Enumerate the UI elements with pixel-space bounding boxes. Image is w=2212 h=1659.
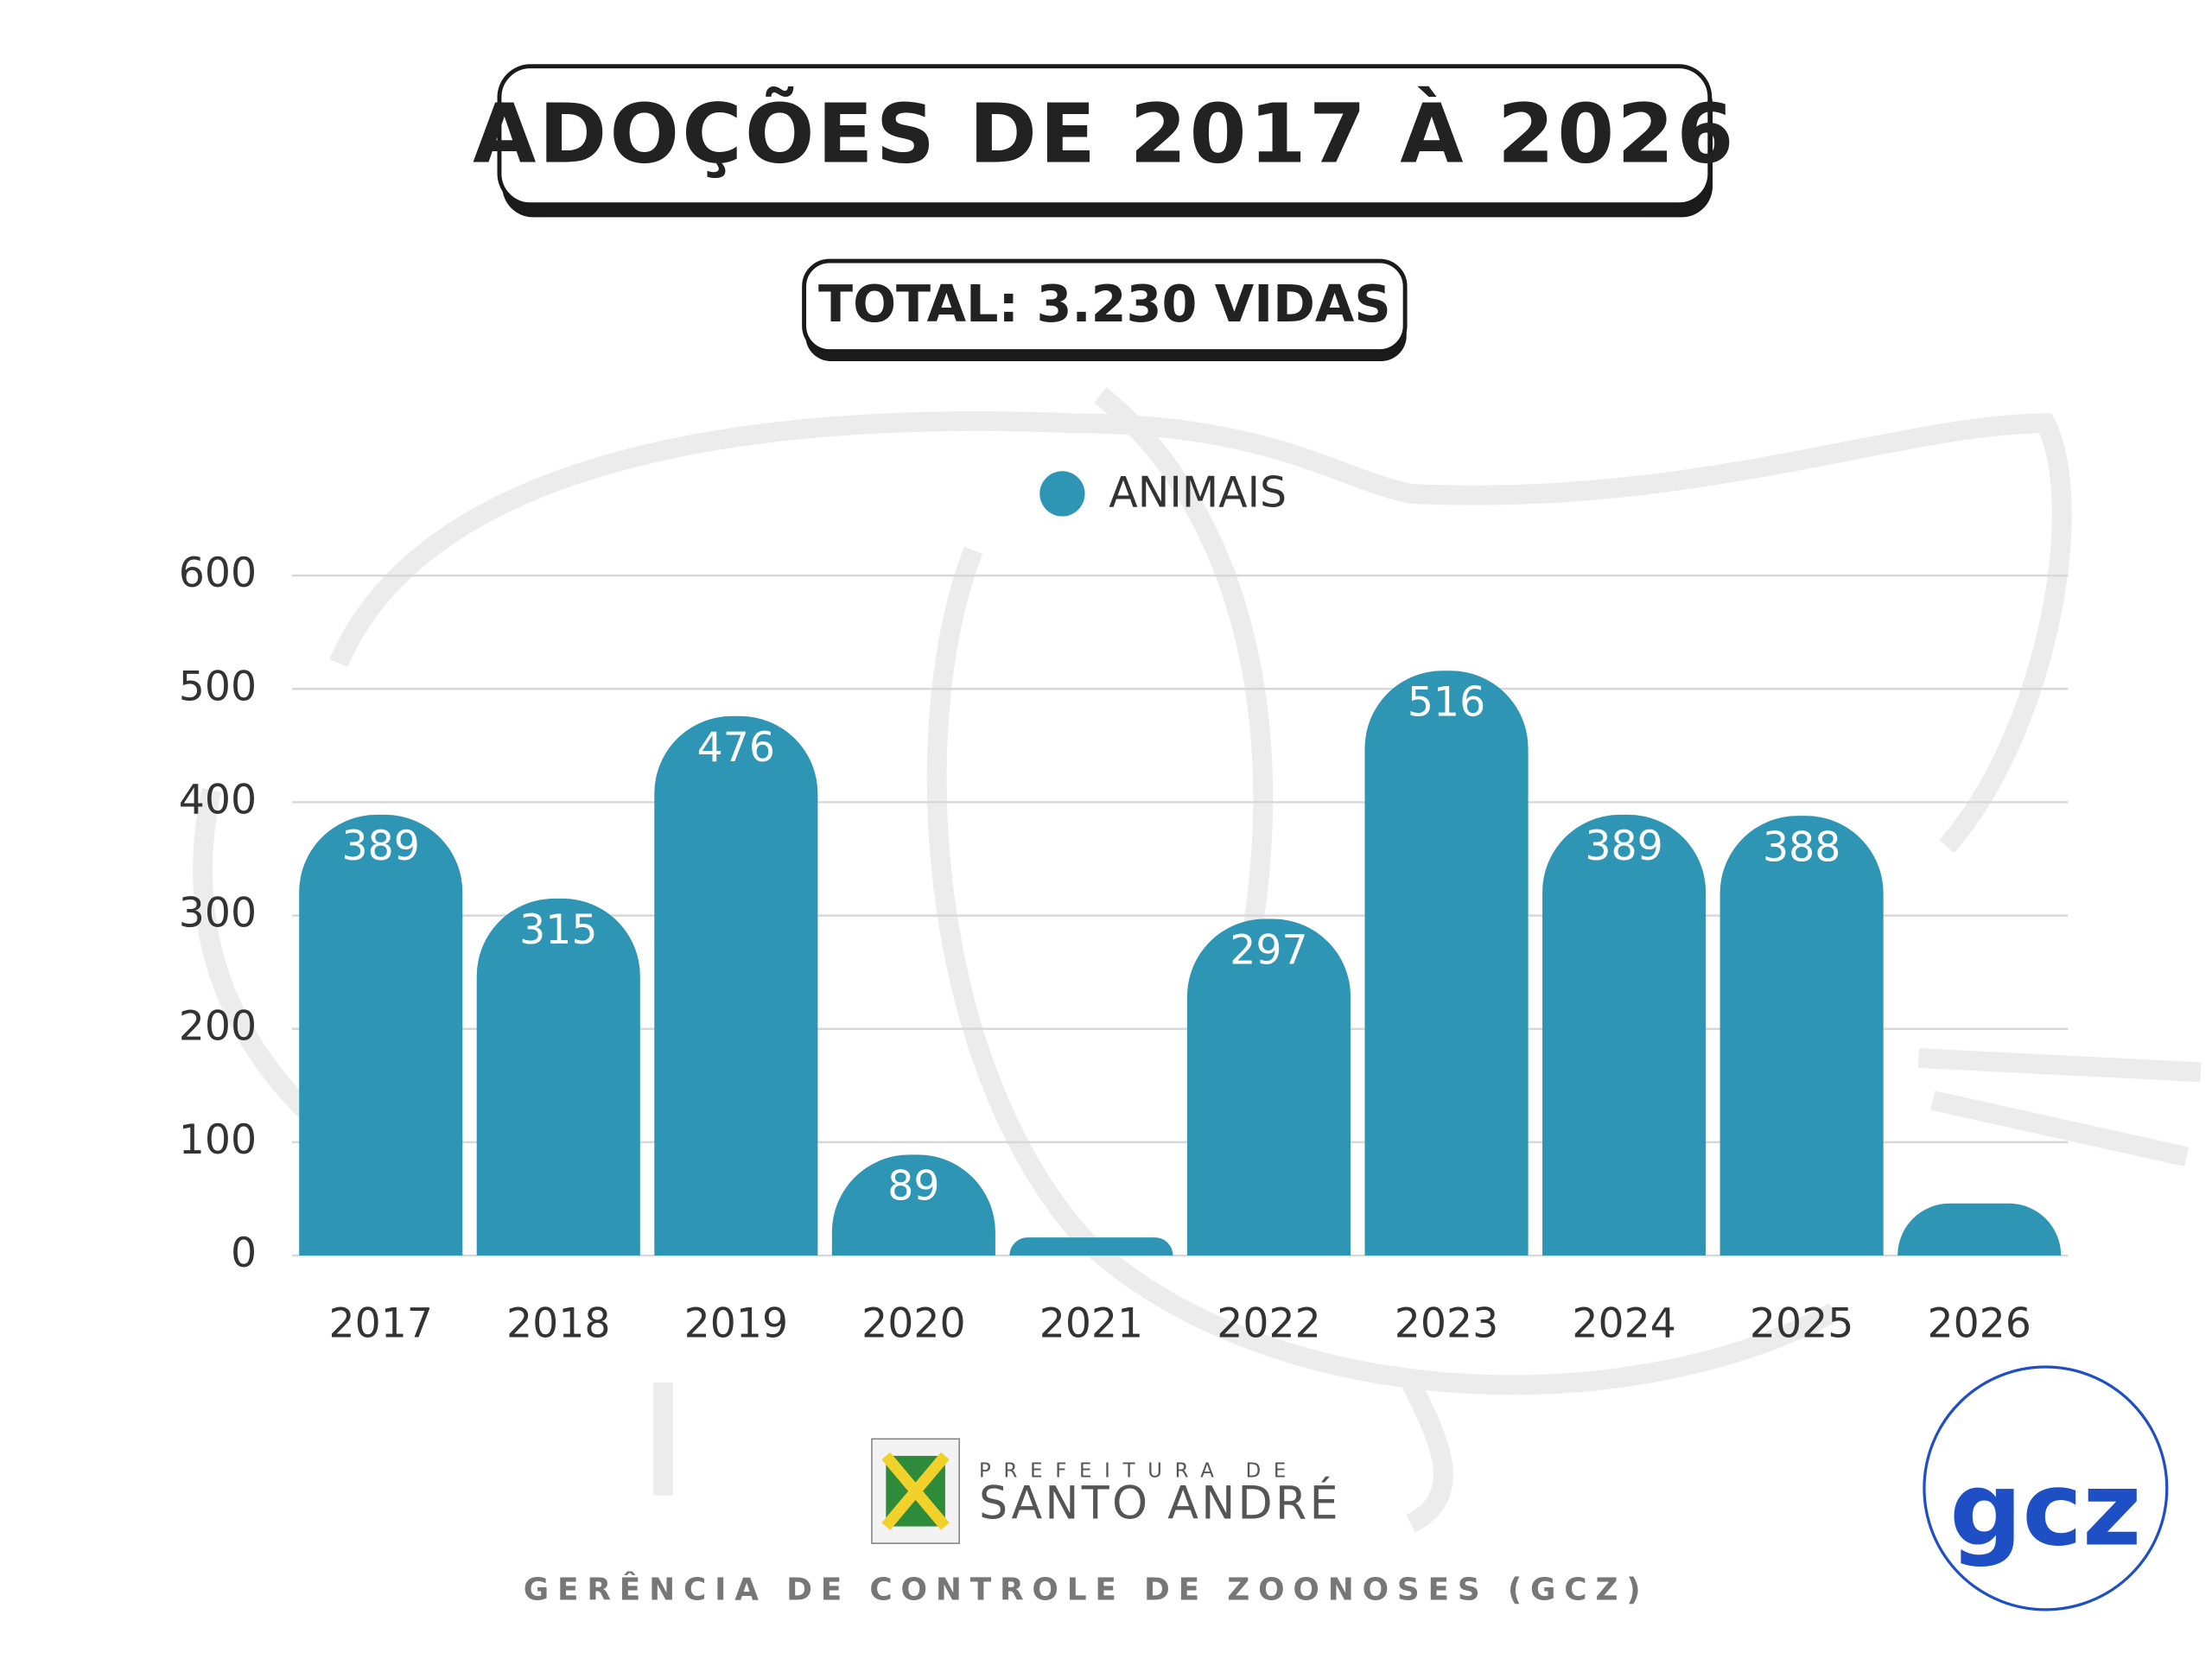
data-label: 389 (342, 823, 420, 870)
x-tick-label: 2023 (1395, 1300, 1498, 1348)
data-label: 315 (519, 906, 597, 954)
title-frame (497, 64, 1713, 207)
gcz-logo (1923, 1365, 2169, 1611)
data-label: 297 (1230, 927, 1307, 975)
subtitle-frame (802, 258, 1408, 353)
data-label: 388 (1763, 823, 1840, 871)
y-tick-label: 0 (231, 1230, 257, 1277)
bar (1897, 1203, 2062, 1256)
y-tick-label: 600 (179, 550, 257, 597)
title-box: ADOÇÕES DE 2017 À 2026 (473, 64, 1737, 218)
x-tick-label: 2017 (329, 1300, 433, 1348)
legend-label: ANIMAIS (1109, 468, 1287, 518)
bar (1719, 816, 1884, 1256)
data-label: 389 (1585, 823, 1662, 870)
bar (1009, 1237, 1173, 1256)
y-tick-label: 500 (179, 663, 257, 710)
y-tick-label: 200 (179, 1003, 257, 1051)
y-tick-label: 300 (179, 890, 257, 938)
footer: PREFEITURA DE SANTO ANDRÉ GERÊNCIA DE CO… (524, 1365, 2169, 1611)
bar (1186, 918, 1351, 1256)
y-tick-label: 400 (179, 776, 257, 823)
data-label: 516 (1408, 678, 1485, 726)
x-tick-label: 2018 (506, 1300, 610, 1348)
x-tick-label: 2024 (1572, 1300, 1675, 1348)
bar (831, 1154, 995, 1256)
x-tick-label: 2021 (1039, 1300, 1143, 1348)
legend-marker (1039, 471, 1085, 517)
gcz-logo-text: gcz (1949, 1450, 2141, 1568)
background-decoration (193, 387, 2202, 1533)
x-tick-label: 2022 (1217, 1300, 1320, 1348)
data-label: 89 (887, 1163, 939, 1211)
subtitle-box: TOTAL: 3.230 VIDAS (802, 258, 1408, 361)
bar (1542, 814, 1707, 1256)
bar (654, 715, 818, 1256)
y-tick-label: 100 (179, 1116, 257, 1164)
x-tick-label: 2026 (1927, 1300, 2031, 1348)
chart-subtitle: TOTAL: 3.230 VIDAS (818, 274, 1391, 334)
bar (476, 898, 640, 1256)
x-tick-label: 2019 (684, 1300, 788, 1348)
chart-title: ADOÇÕES DE 2017 À 2026 (473, 86, 1737, 182)
footer-city: SANTO ANDRÉ (979, 1478, 1341, 1530)
x-tick-label: 2025 (1750, 1300, 1853, 1348)
footer-department: GERÊNCIA DE CONTROLE DE ZOONOSES (GCZ) (524, 1572, 1649, 1608)
bar (1364, 671, 1529, 1256)
x-tick-label: 2020 (861, 1300, 965, 1348)
coat-of-arms-cross (881, 1452, 950, 1530)
bar (299, 814, 463, 1256)
data-label: 476 (697, 724, 775, 772)
footer-prefeitura: PREFEITURA DE (979, 1459, 1299, 1482)
